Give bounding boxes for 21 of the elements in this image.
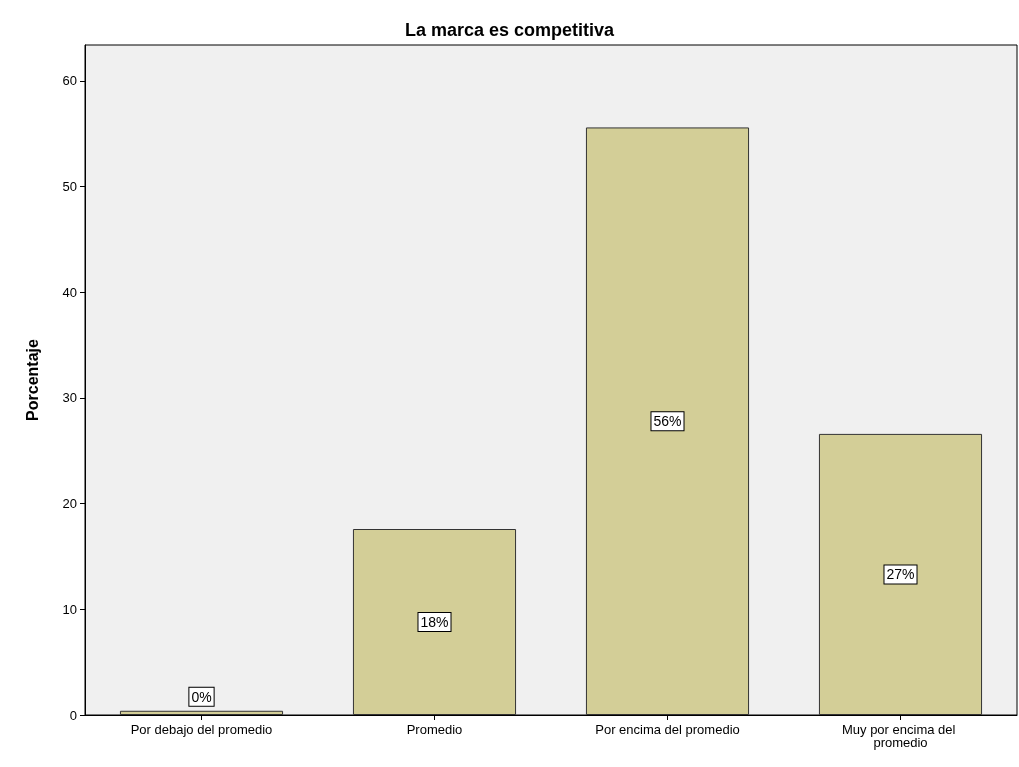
bar: [119, 710, 284, 715]
x-tick-label: Muy por encima del promedio: [841, 722, 960, 750]
y-tick-label: 10: [62, 601, 77, 617]
y-tick-label: 60: [62, 73, 77, 89]
bar: [818, 433, 983, 715]
data-label: 18%: [420, 614, 449, 630]
y-tick-label: 20: [62, 496, 77, 512]
data-label: 0%: [191, 688, 212, 705]
y-tick-label: 0: [69, 707, 77, 723]
bar: [585, 127, 750, 715]
x-tick-label: Por encima del promedio: [595, 722, 740, 737]
data-label: 56%: [653, 413, 682, 430]
y-tick-label: 50: [62, 179, 77, 195]
chart-title: La marca es competitiva: [404, 20, 616, 40]
y-tick-label: 30: [62, 390, 77, 406]
bar: [352, 529, 517, 715]
x-tick-label: Promedio: [406, 722, 463, 737]
y-axis-title: Porcentaje: [23, 338, 41, 421]
y-tick-label: 40: [62, 284, 77, 300]
data-label: 27%: [886, 566, 915, 583]
x-tick-label: Por debajo del promedio: [130, 722, 273, 737]
